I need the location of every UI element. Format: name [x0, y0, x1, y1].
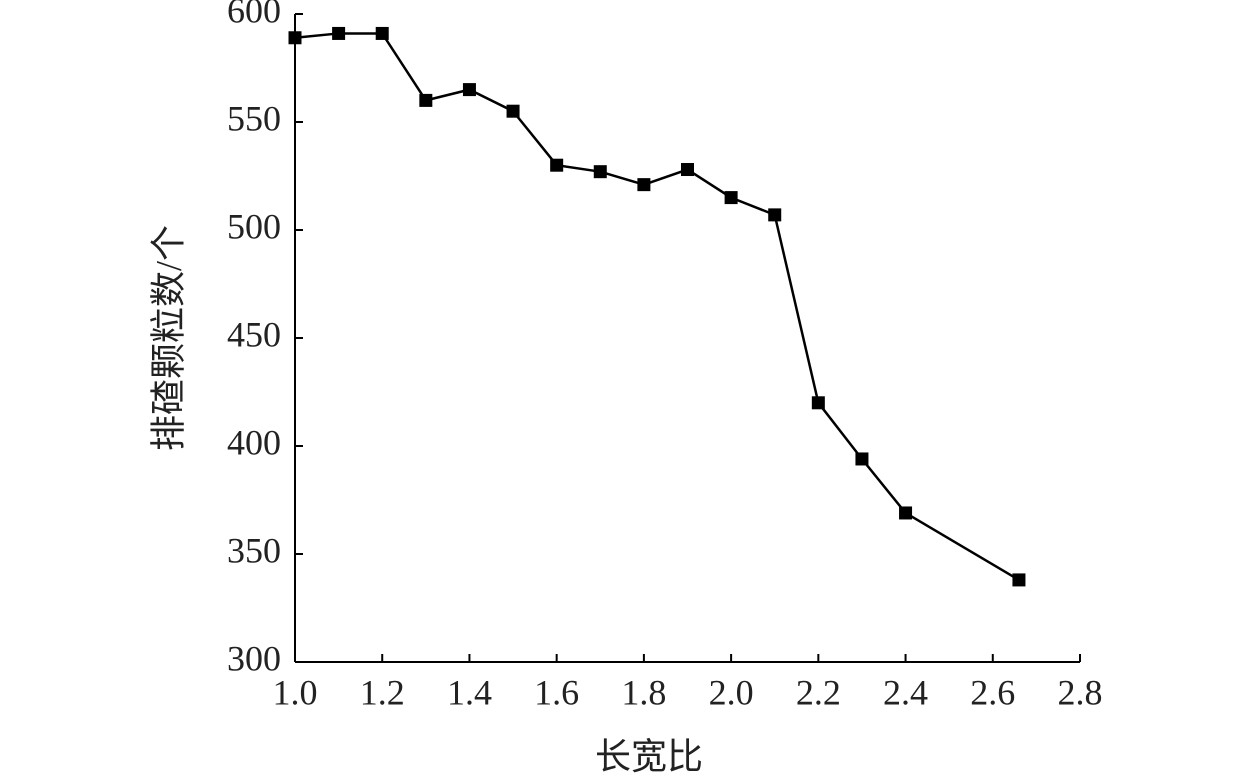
y-tick-label: 600	[227, 0, 281, 30]
x-tick-label: 2.4	[883, 672, 928, 712]
marker	[593, 165, 607, 179]
line	[294, 32, 1020, 581]
marker	[375, 26, 389, 40]
x-tick-label: 2.2	[796, 672, 841, 712]
x-axis-label: 长宽比	[595, 736, 703, 776]
marker	[462, 83, 476, 97]
marker	[506, 104, 520, 118]
x-tick-label: 2.0	[709, 672, 754, 712]
x-tick-label: 2.8	[1058, 672, 1103, 712]
marker	[724, 191, 738, 205]
marker	[768, 208, 782, 222]
x-tick-label: 1.4	[447, 672, 492, 712]
y-axis-label: 排碴颗粒数/个	[148, 225, 188, 451]
marker	[288, 31, 302, 45]
x-tick-label: 1.8	[621, 672, 666, 712]
x-tick-label: 1.6	[534, 672, 579, 712]
marker	[899, 506, 913, 520]
marker	[637, 178, 651, 192]
y-tick-label: 350	[227, 530, 281, 570]
marker	[332, 26, 346, 40]
marker	[419, 93, 433, 107]
marker	[1012, 573, 1026, 587]
y-tick-label: 550	[227, 98, 281, 138]
marker	[681, 163, 694, 177]
x-tick-label: 2.6	[970, 672, 1015, 712]
x-tick-label: 1.2	[360, 672, 405, 712]
marker	[811, 396, 825, 410]
y-tick-label: 450	[227, 314, 281, 354]
x-tick-label: 1.0	[273, 672, 318, 712]
y-tick-label: 300	[227, 638, 281, 678]
marker	[550, 158, 564, 172]
y-tick-label: 400	[227, 422, 281, 462]
y-tick-label: 500	[227, 206, 281, 246]
marker	[855, 452, 869, 466]
